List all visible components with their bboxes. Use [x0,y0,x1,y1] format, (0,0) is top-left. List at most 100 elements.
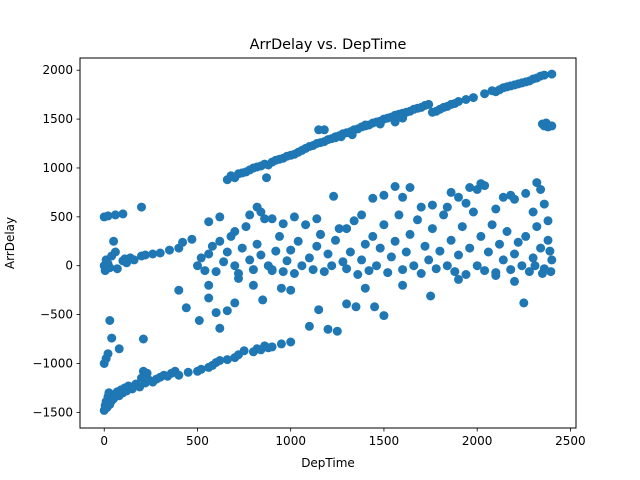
data-point [465,243,475,253]
data-point [301,220,311,230]
data-point [483,247,493,257]
y-axis-ticks: −1500 −1000 −500 0 500 1000 1500 2000 [32,63,80,419]
data-point [454,192,463,202]
data-point [546,267,556,277]
data-point [547,69,557,79]
data-point [435,246,445,256]
data-point [282,256,292,266]
y-tick-label: 1500 [42,112,73,126]
data-point [297,261,307,271]
data-point [442,261,452,271]
x-axis-ticks: 0 500 1000 1500 2000 2500 [100,428,586,448]
data-point [442,202,452,212]
data-point [398,113,408,123]
data-point [215,356,225,365]
data-point [390,117,400,127]
data-point [543,235,553,245]
data-point [319,125,329,135]
data-point [245,210,255,220]
data-point [204,280,214,290]
data-point [502,227,512,236]
x-tick-label: 2000 [462,434,493,448]
data-point [375,243,385,253]
data-point [454,274,463,284]
data-point [256,250,266,260]
data-point [439,210,449,220]
data-point [383,268,393,278]
data-point [519,298,529,308]
data-point [345,247,355,257]
data-point [304,253,314,263]
data-point [465,183,475,192]
data-point [178,237,188,247]
data-point [379,311,389,321]
data-point [461,270,471,279]
data-point [165,245,174,255]
data-point [137,202,146,212]
data-point [215,323,225,333]
data-point [360,283,370,293]
data-point [517,261,527,271]
data-point [351,302,361,312]
data-point [521,188,531,198]
data-point [539,199,549,209]
data-point [480,266,490,276]
data-point [222,355,232,365]
data-point [545,246,555,256]
data-point [211,308,221,318]
data-point [427,200,437,210]
data-point [248,265,258,275]
data-point [390,182,400,191]
data-point [491,204,501,214]
data-point [413,215,422,225]
data-point [105,316,115,325]
data-point [446,235,456,245]
data-point [528,207,538,217]
data-point [222,247,232,257]
data-point [386,252,396,262]
y-tick-label: −500 [40,308,73,322]
data-point [528,253,538,263]
data-point [234,269,243,278]
data-point [319,267,329,277]
y-axis-label: ArrDelay [3,217,17,269]
data-point [398,265,408,275]
data-point [327,261,337,271]
data-point [230,298,240,308]
data-point [248,280,258,290]
data-point [398,280,408,290]
data-point [498,255,508,265]
data-point [536,185,546,194]
data-point [245,255,255,265]
data-point [338,257,348,267]
y-tick-label: 500 [50,210,73,224]
data-point [405,183,415,192]
data-point [364,266,374,276]
data-point [204,293,214,303]
data-point [260,214,270,224]
data-point [256,207,266,217]
y-tick-label: −1000 [32,356,73,370]
data-point [457,222,467,232]
data-point [510,194,519,204]
data-point [498,192,508,202]
data-point [275,231,284,241]
data-point [424,99,434,109]
y-tick-label: 0 [65,259,73,273]
data-point [454,97,463,106]
data-point [183,367,193,377]
data-point [215,212,225,222]
data-point [230,227,240,236]
data-point [286,337,296,347]
data-point [109,236,119,246]
data-point [480,89,490,99]
data-point [454,250,463,260]
data-point [112,264,122,274]
data-point [539,70,549,80]
data-point [347,130,357,140]
data-point [118,209,128,219]
data-point [360,239,370,249]
data-point [495,239,504,249]
data-point [349,216,359,226]
data-point [420,241,430,251]
